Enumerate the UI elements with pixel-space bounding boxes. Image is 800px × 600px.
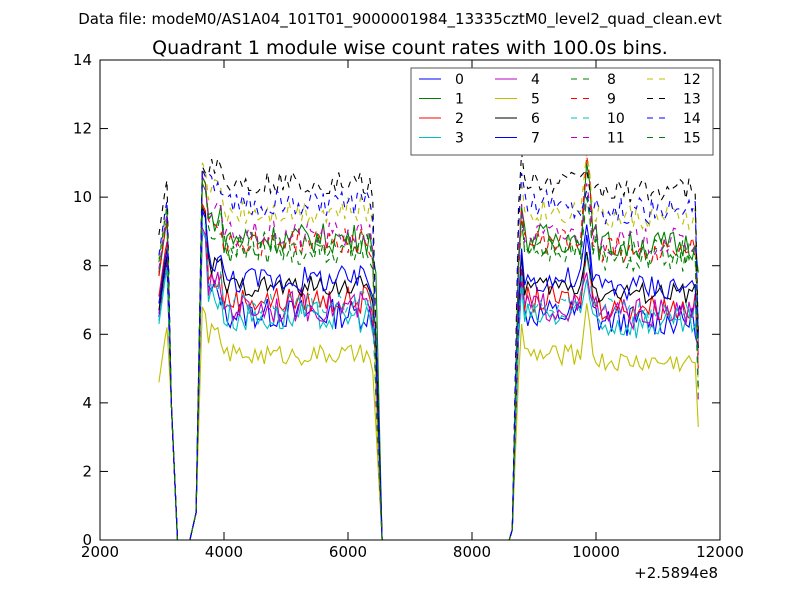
series-line-4 (158, 227, 699, 541)
series-line-3 (158, 231, 699, 541)
legend-label-5: 5 (531, 92, 540, 108)
legend-label-15: 15 (683, 131, 701, 147)
series-line-12 (158, 152, 699, 541)
legend-label-1: 1 (455, 92, 464, 108)
legend-label-9: 9 (607, 92, 616, 108)
series-line-7 (158, 210, 699, 541)
x-tick-label: 12000 (696, 543, 744, 561)
legend-label-4: 4 (531, 72, 540, 88)
series-line-0 (158, 210, 699, 541)
legend-label-3: 3 (455, 131, 464, 147)
y-tick-label: 4 (82, 394, 92, 412)
x-tick-label: 10000 (572, 543, 620, 561)
y-tick-label: 10 (73, 188, 92, 206)
series-line-11 (158, 176, 699, 541)
series-line-10 (158, 217, 699, 541)
legend-label-14: 14 (683, 111, 701, 127)
legend-label-8: 8 (607, 72, 616, 88)
y-tick-label: 12 (73, 120, 92, 138)
x-tick-label: 2000 (81, 543, 119, 561)
y-tick-label: 0 (82, 531, 92, 549)
series-line-14 (158, 169, 699, 541)
y-tick-label: 8 (82, 257, 92, 275)
series-line-2 (158, 203, 699, 541)
series-line-13 (158, 152, 699, 541)
series-line-5 (158, 303, 699, 541)
y-tick-label: 14 (73, 51, 92, 69)
legend-label-0: 0 (455, 72, 464, 88)
series-line-8 (158, 176, 699, 541)
series-line-6 (158, 207, 699, 541)
legend-label-2: 2 (455, 111, 464, 127)
plot-area (158, 152, 699, 541)
legend-box (410, 67, 714, 156)
legend-label-12: 12 (683, 72, 701, 88)
x-axis-offset-label: +2.5894e8 (634, 564, 718, 582)
legend-label-13: 13 (683, 92, 701, 108)
legend-label-10: 10 (607, 111, 625, 127)
plot-frame (99, 59, 721, 541)
y-tick-label: 6 (82, 325, 92, 343)
series-line-15 (158, 176, 699, 541)
legend-label-7: 7 (531, 131, 540, 147)
chart-title: Quadrant 1 module wise count rates with … (152, 37, 668, 59)
y-tick-label: 2 (82, 462, 92, 480)
x-tick-label: 8000 (453, 543, 491, 561)
figure-suptitle: Data file: modeM0/AS1A04_101T01_90000019… (78, 10, 722, 29)
legend-label-6: 6 (531, 111, 540, 127)
legend-label-11: 11 (607, 131, 625, 147)
x-tick-label: 6000 (329, 543, 367, 561)
x-tick-label: 4000 (205, 543, 243, 561)
